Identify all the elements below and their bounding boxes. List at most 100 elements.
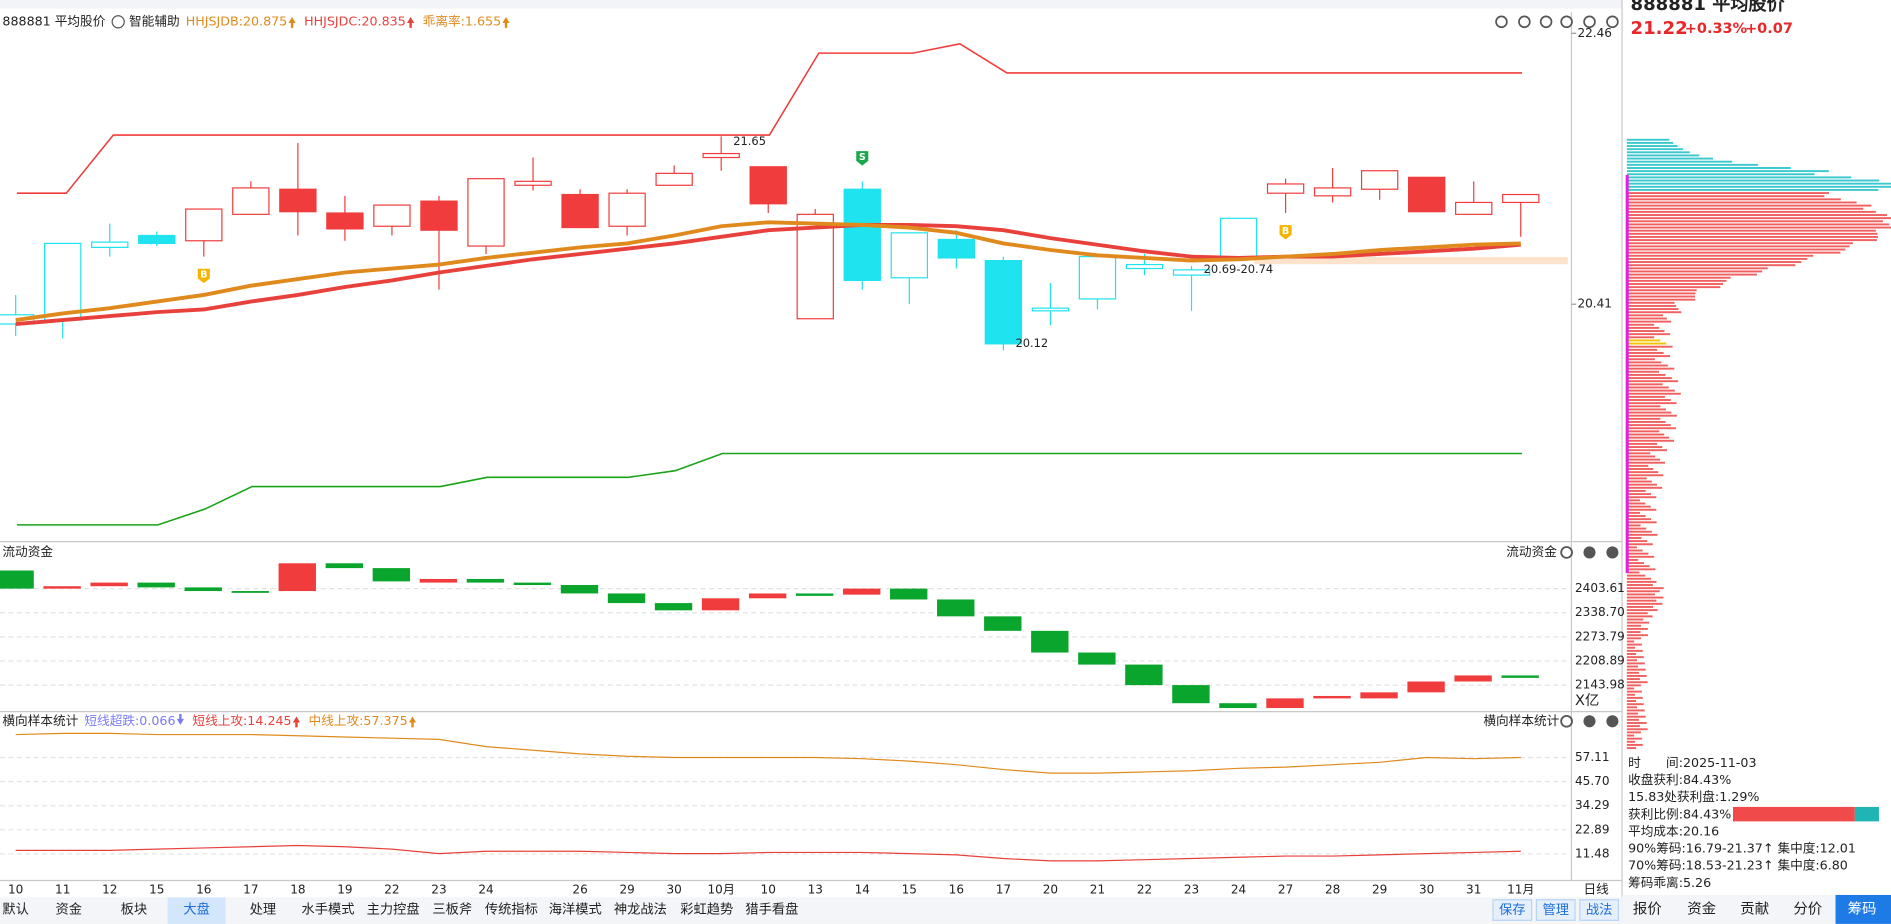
flow-bar bbox=[466, 578, 505, 583]
action-label: 战法 bbox=[1586, 902, 1613, 918]
chip-bar bbox=[1626, 687, 1635, 690]
chip-bar bbox=[1626, 286, 1721, 289]
chip-bar bbox=[1626, 703, 1644, 706]
chip-bar bbox=[1626, 674, 1647, 677]
toolbar-icon[interactable] bbox=[1495, 15, 1508, 29]
flow-bar bbox=[43, 586, 81, 589]
tab[interactable]: 资金 bbox=[55, 901, 82, 917]
chip-bar bbox=[1626, 565, 1650, 568]
chip-distribution bbox=[1625, 138, 1891, 750]
flow-bar bbox=[842, 588, 881, 595]
tab[interactable]: 板块 bbox=[121, 901, 148, 917]
chip-bar bbox=[1626, 270, 1763, 273]
chip-bar bbox=[1626, 621, 1650, 624]
tab[interactable]: 默认 bbox=[2, 901, 29, 917]
stat: 70%筹码:18.53-21.23↑ 集中度:6.80 bbox=[1628, 858, 1848, 873]
chip-bar bbox=[1626, 725, 1640, 728]
flow-bar bbox=[1454, 675, 1492, 682]
toolbar-icon[interactable] bbox=[1583, 15, 1596, 29]
side-tab[interactable]: 分价 bbox=[1793, 900, 1822, 917]
tab[interactable]: 猎手看盘 bbox=[745, 900, 798, 917]
tab[interactable]: 三板斧 bbox=[432, 901, 472, 917]
toolbar bbox=[0, 0, 1623, 9]
chip-bar bbox=[1626, 656, 1644, 659]
chip-bar bbox=[1626, 251, 1841, 254]
close-icon[interactable] bbox=[1606, 715, 1619, 728]
toolbar-icon[interactable] bbox=[1518, 15, 1531, 29]
chip-bar bbox=[1626, 242, 1853, 245]
tab[interactable]: 处理 bbox=[250, 901, 277, 917]
action-button[interactable] bbox=[1535, 899, 1576, 921]
tab[interactable]: 海洋模式 bbox=[549, 901, 602, 917]
assist-icon[interactable] bbox=[111, 15, 125, 29]
chip-bar bbox=[1626, 449, 1668, 452]
chip-bar bbox=[1626, 283, 1724, 285]
close-icon[interactable] bbox=[1606, 546, 1619, 559]
candle-body bbox=[843, 188, 881, 282]
chip-bar bbox=[1626, 195, 1825, 198]
chip-bar bbox=[1626, 408, 1666, 411]
signal-label: B bbox=[200, 270, 207, 281]
chip-bar bbox=[1626, 192, 1829, 195]
tab[interactable]: 主力控盘 bbox=[367, 900, 420, 917]
panel-title: 流动资金 bbox=[1506, 544, 1557, 559]
chip-bar bbox=[1626, 157, 1713, 160]
side-tab[interactable]: 资金 bbox=[1687, 900, 1716, 917]
chip-bar bbox=[1626, 204, 1872, 207]
chip-bar bbox=[1626, 170, 1829, 173]
y-tick-label: 2273.79 bbox=[1575, 629, 1625, 643]
chip-bar bbox=[1626, 546, 1637, 549]
action-button[interactable] bbox=[1579, 899, 1620, 921]
x-tick-label: 24 bbox=[1231, 883, 1246, 897]
x-tick-label: 13 bbox=[808, 883, 823, 897]
flow-bar bbox=[325, 563, 364, 569]
tab[interactable]: 传统指标 bbox=[485, 901, 538, 917]
arrow-icon bbox=[408, 716, 417, 728]
candle-body bbox=[702, 152, 740, 159]
chip-bar bbox=[1626, 662, 1645, 665]
tab[interactable]: 神龙战法 bbox=[614, 901, 667, 917]
tab[interactable]: 彩虹趋势 bbox=[680, 901, 733, 917]
settings-icon[interactable] bbox=[1560, 714, 1573, 728]
chip-bar bbox=[1626, 474, 1664, 477]
stat: 收盘获利:84.43% bbox=[1628, 772, 1731, 787]
chip-bar bbox=[1626, 311, 1682, 314]
toolbar-icon[interactable] bbox=[1539, 15, 1553, 29]
side-tab[interactable]: 贡献 bbox=[1740, 900, 1769, 917]
arrow-icon bbox=[292, 716, 301, 728]
chip-bar bbox=[1626, 684, 1641, 687]
flow-bar bbox=[1407, 681, 1445, 693]
chip-bar bbox=[1626, 433, 1665, 436]
chip-bar bbox=[1626, 530, 1652, 533]
settings-icon[interactable] bbox=[1560, 546, 1573, 559]
flow-bar bbox=[1078, 652, 1116, 665]
flow-bar bbox=[1313, 695, 1351, 699]
signal-label: B bbox=[1282, 226, 1289, 237]
assist[interactable]: 智能辅助 bbox=[129, 13, 180, 28]
flow-bar bbox=[90, 582, 128, 587]
candle-body bbox=[749, 166, 787, 205]
chip-bar bbox=[1626, 279, 1727, 282]
period[interactable]: 日线 bbox=[1583, 882, 1609, 897]
side-tab-active bbox=[1835, 894, 1891, 924]
side-tab[interactable]: 筹码 bbox=[1848, 900, 1877, 917]
chip-bar bbox=[1626, 292, 1696, 295]
chip-bar bbox=[1626, 261, 1802, 264]
chip-bar bbox=[1626, 267, 1768, 270]
tab[interactable]: 大盘 bbox=[183, 900, 210, 917]
chip-bar bbox=[1626, 226, 1891, 229]
side-tab[interactable]: 报价 bbox=[1633, 900, 1662, 917]
help-icon[interactable] bbox=[1583, 546, 1596, 559]
action-button[interactable] bbox=[1492, 899, 1533, 921]
toolbar-icon[interactable] bbox=[1606, 15, 1619, 29]
chip-bar bbox=[1626, 207, 1864, 210]
chip-bar bbox=[1626, 320, 1672, 323]
chip-bar bbox=[1626, 239, 1877, 242]
tab[interactable]: 水手模式 bbox=[302, 901, 355, 917]
toolbar-icon[interactable] bbox=[1560, 15, 1573, 29]
help-icon[interactable] bbox=[1583, 715, 1596, 728]
candle-body bbox=[1313, 187, 1352, 197]
flow-bar bbox=[419, 578, 458, 583]
candle-body bbox=[232, 187, 270, 215]
chip-bar bbox=[1626, 229, 1876, 232]
